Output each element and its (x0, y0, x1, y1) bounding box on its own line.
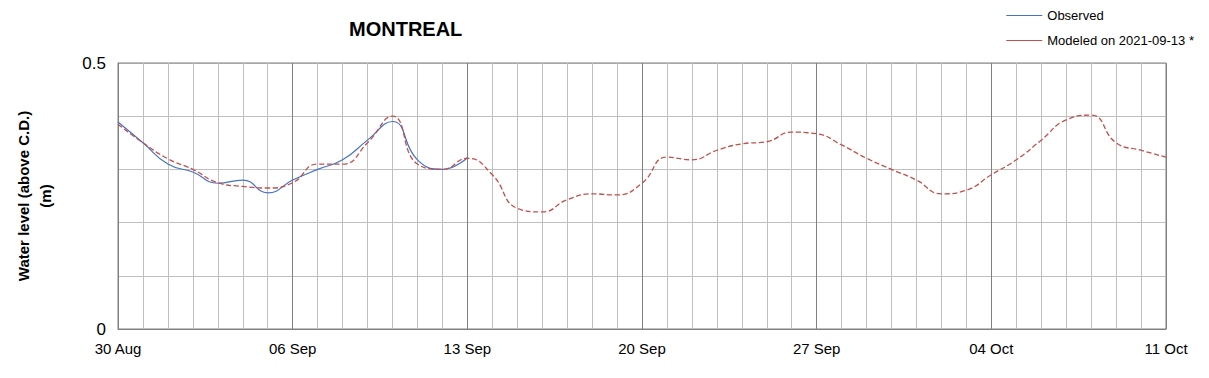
svg-text:20 Sep: 20 Sep (618, 340, 666, 357)
svg-text:13 Sep: 13 Sep (444, 340, 492, 357)
svg-text:Modeled on 2021-09-13 *: Modeled on 2021-09-13 * (1047, 33, 1194, 48)
svg-text:27 Sep: 27 Sep (793, 340, 841, 357)
svg-text:30 Aug: 30 Aug (95, 340, 142, 357)
svg-text:(m): (m) (37, 184, 54, 207)
svg-text:11 Oct: 11 Oct (1144, 340, 1188, 357)
svg-text:0.5: 0.5 (82, 54, 106, 73)
svg-text:0: 0 (97, 320, 106, 339)
svg-text:06 Sep: 06 Sep (269, 340, 317, 357)
svg-text:MONTREAL: MONTREAL (349, 18, 462, 40)
svg-text:Water level (above C.D.): Water level (above C.D.) (15, 111, 32, 281)
svg-text:Observed: Observed (1047, 8, 1103, 23)
svg-text:04 Oct: 04 Oct (969, 340, 1014, 357)
